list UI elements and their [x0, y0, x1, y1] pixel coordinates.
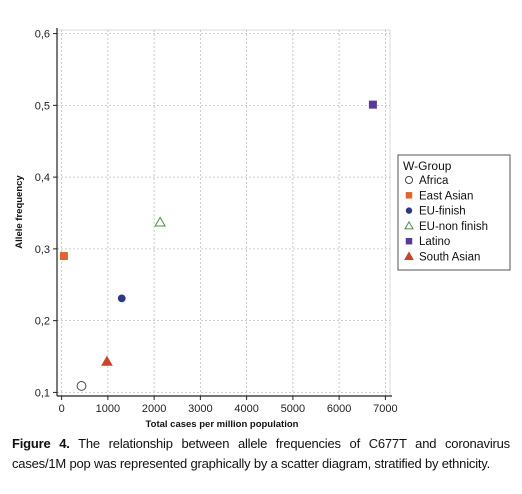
legend-title: W-Group [403, 159, 452, 173]
scatter-chart: 0 1000 2000 3000 4000 5000 6000 7000 0,1 0,2 0,3 0,… [14, 28, 511, 430]
data-point [59, 252, 68, 261]
data-point [101, 355, 113, 366]
x-axis-title: Total cases per million population [146, 419, 299, 430]
data-point [76, 381, 87, 391]
x-tick-label: 5000 [281, 403, 305, 415]
caption-label: Figure 4. [12, 436, 70, 451]
y-tick-label: 0,3 [35, 244, 50, 256]
data-point [154, 216, 166, 227]
y-tick-label: 0,5 [35, 100, 50, 112]
legend-marker [405, 237, 413, 245]
axes [53, 28, 392, 400]
caption-text: The relationship between allele frequenc… [12, 436, 510, 471]
plot-border [56, 29, 391, 397]
x-tick-label: 1000 [96, 403, 120, 415]
x-tick-label: 7000 [373, 403, 397, 415]
legend-marker [404, 251, 414, 261]
legend: W-Group Africa East Asian EU-finish EU-non … [397, 154, 511, 271]
data-point [117, 294, 126, 303]
y-tick-label: 0,6 [35, 29, 50, 41]
legend-label: EU-finish [419, 206, 466, 218]
data-point [368, 100, 377, 109]
tick-labels: 0 1000 2000 3000 4000 5000 6000 7000 0,1 0,2 0,3 0,… [35, 29, 398, 415]
legend-label: Latino [419, 236, 450, 248]
figure-caption: Figure 4. The relationship between allel… [12, 434, 510, 474]
y-tick-label: 0,1 [35, 387, 50, 399]
legend-box [397, 154, 511, 271]
legend-items: Africa East Asian EU-finish EU-non finish La… [404, 175, 488, 264]
y-axis-title: Allele frequency [14, 175, 25, 249]
legend-marker [404, 175, 414, 185]
x-tick-label: 0 [59, 403, 65, 415]
x-tick-label: 4000 [234, 403, 258, 415]
x-tick-label: 2000 [142, 403, 166, 415]
legend-label: Africa [419, 175, 449, 187]
legend-marker [404, 220, 414, 230]
x-tick-label: 6000 [327, 403, 351, 415]
legend-marker [405, 207, 413, 214]
legend-label: EU-non finish [419, 221, 488, 233]
grid [56, 29, 391, 397]
legend-label: South Asian [419, 252, 480, 264]
legend-marker [405, 192, 413, 199]
legend-label: East Asian [419, 190, 473, 202]
y-tick-label: 0,2 [35, 316, 50, 328]
x-tick-label: 3000 [188, 403, 212, 415]
y-tick-label: 0,4 [35, 172, 50, 184]
data-points [59, 100, 377, 391]
